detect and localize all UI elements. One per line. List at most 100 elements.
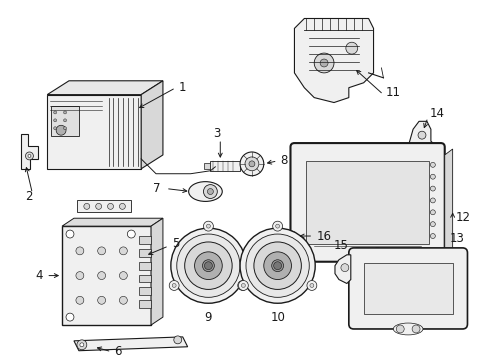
Text: 14: 14 bbox=[430, 107, 445, 120]
Circle shape bbox=[76, 247, 84, 255]
Circle shape bbox=[28, 154, 31, 157]
Circle shape bbox=[346, 42, 358, 54]
Circle shape bbox=[206, 224, 210, 228]
Circle shape bbox=[80, 343, 84, 347]
Circle shape bbox=[98, 272, 105, 279]
Circle shape bbox=[98, 296, 105, 304]
Circle shape bbox=[77, 340, 87, 350]
Circle shape bbox=[120, 296, 127, 304]
Circle shape bbox=[418, 131, 426, 139]
Polygon shape bbox=[335, 255, 351, 283]
Bar bbox=[139, 262, 151, 270]
Text: 16: 16 bbox=[316, 230, 331, 243]
Circle shape bbox=[66, 313, 74, 321]
Circle shape bbox=[307, 280, 317, 291]
Polygon shape bbox=[47, 95, 141, 169]
Circle shape bbox=[240, 228, 315, 303]
Polygon shape bbox=[62, 218, 163, 226]
Circle shape bbox=[64, 119, 67, 122]
Circle shape bbox=[177, 234, 240, 297]
Circle shape bbox=[341, 264, 349, 272]
Text: 1: 1 bbox=[179, 81, 186, 94]
Text: 9: 9 bbox=[205, 311, 212, 324]
Circle shape bbox=[238, 280, 247, 291]
Bar bbox=[139, 236, 151, 244]
Circle shape bbox=[108, 203, 114, 209]
Bar bbox=[77, 201, 131, 212]
Circle shape bbox=[354, 247, 361, 254]
Circle shape bbox=[314, 53, 334, 73]
Text: 13: 13 bbox=[450, 233, 465, 246]
Circle shape bbox=[172, 283, 176, 287]
Circle shape bbox=[290, 234, 294, 238]
Text: 6: 6 bbox=[115, 345, 122, 358]
Circle shape bbox=[240, 152, 264, 176]
Text: 4: 4 bbox=[36, 269, 43, 282]
Circle shape bbox=[64, 127, 67, 130]
Circle shape bbox=[204, 262, 212, 270]
Circle shape bbox=[246, 234, 309, 297]
Bar bbox=[139, 275, 151, 283]
Ellipse shape bbox=[189, 182, 222, 201]
Circle shape bbox=[96, 203, 101, 209]
Circle shape bbox=[54, 127, 57, 130]
Circle shape bbox=[430, 162, 435, 167]
Text: 7: 7 bbox=[153, 182, 161, 195]
Polygon shape bbox=[47, 81, 163, 95]
Polygon shape bbox=[141, 81, 163, 169]
Circle shape bbox=[169, 280, 179, 291]
Ellipse shape bbox=[393, 323, 423, 335]
Circle shape bbox=[430, 210, 435, 215]
Circle shape bbox=[287, 231, 296, 241]
Circle shape bbox=[202, 260, 214, 272]
Circle shape bbox=[174, 336, 182, 344]
Circle shape bbox=[430, 198, 435, 203]
Circle shape bbox=[273, 221, 283, 231]
Bar bbox=[139, 249, 151, 257]
Circle shape bbox=[412, 325, 420, 333]
Circle shape bbox=[274, 262, 282, 270]
Circle shape bbox=[241, 283, 245, 287]
Circle shape bbox=[430, 186, 435, 191]
Circle shape bbox=[271, 260, 284, 272]
Circle shape bbox=[254, 242, 301, 289]
Circle shape bbox=[430, 222, 435, 227]
Circle shape bbox=[54, 119, 57, 122]
Circle shape bbox=[76, 272, 84, 279]
Circle shape bbox=[54, 111, 57, 114]
Circle shape bbox=[120, 272, 127, 279]
Circle shape bbox=[56, 125, 66, 135]
Text: 5: 5 bbox=[172, 238, 179, 251]
Bar bbox=[204, 163, 210, 169]
Polygon shape bbox=[445, 149, 453, 258]
Circle shape bbox=[203, 221, 213, 231]
Circle shape bbox=[245, 157, 259, 171]
Circle shape bbox=[242, 283, 245, 287]
Circle shape bbox=[249, 161, 255, 167]
Circle shape bbox=[203, 185, 217, 198]
Polygon shape bbox=[294, 18, 373, 103]
Polygon shape bbox=[409, 121, 437, 157]
Circle shape bbox=[396, 325, 404, 333]
Circle shape bbox=[264, 252, 292, 279]
Circle shape bbox=[120, 247, 127, 255]
Bar bbox=[51, 107, 79, 136]
FancyBboxPatch shape bbox=[291, 143, 445, 262]
Circle shape bbox=[320, 59, 328, 67]
Bar bbox=[139, 287, 151, 295]
Circle shape bbox=[310, 283, 314, 287]
Bar bbox=[139, 300, 151, 308]
Polygon shape bbox=[151, 218, 163, 325]
Circle shape bbox=[239, 280, 248, 291]
Circle shape bbox=[430, 174, 435, 179]
Circle shape bbox=[276, 224, 280, 228]
Circle shape bbox=[185, 242, 232, 289]
Text: 10: 10 bbox=[270, 311, 285, 324]
Text: 12: 12 bbox=[456, 211, 470, 224]
Text: 15: 15 bbox=[334, 239, 348, 252]
Polygon shape bbox=[74, 337, 188, 351]
Bar bbox=[306, 161, 429, 244]
Circle shape bbox=[127, 230, 135, 238]
Polygon shape bbox=[21, 134, 38, 169]
FancyBboxPatch shape bbox=[349, 248, 467, 329]
